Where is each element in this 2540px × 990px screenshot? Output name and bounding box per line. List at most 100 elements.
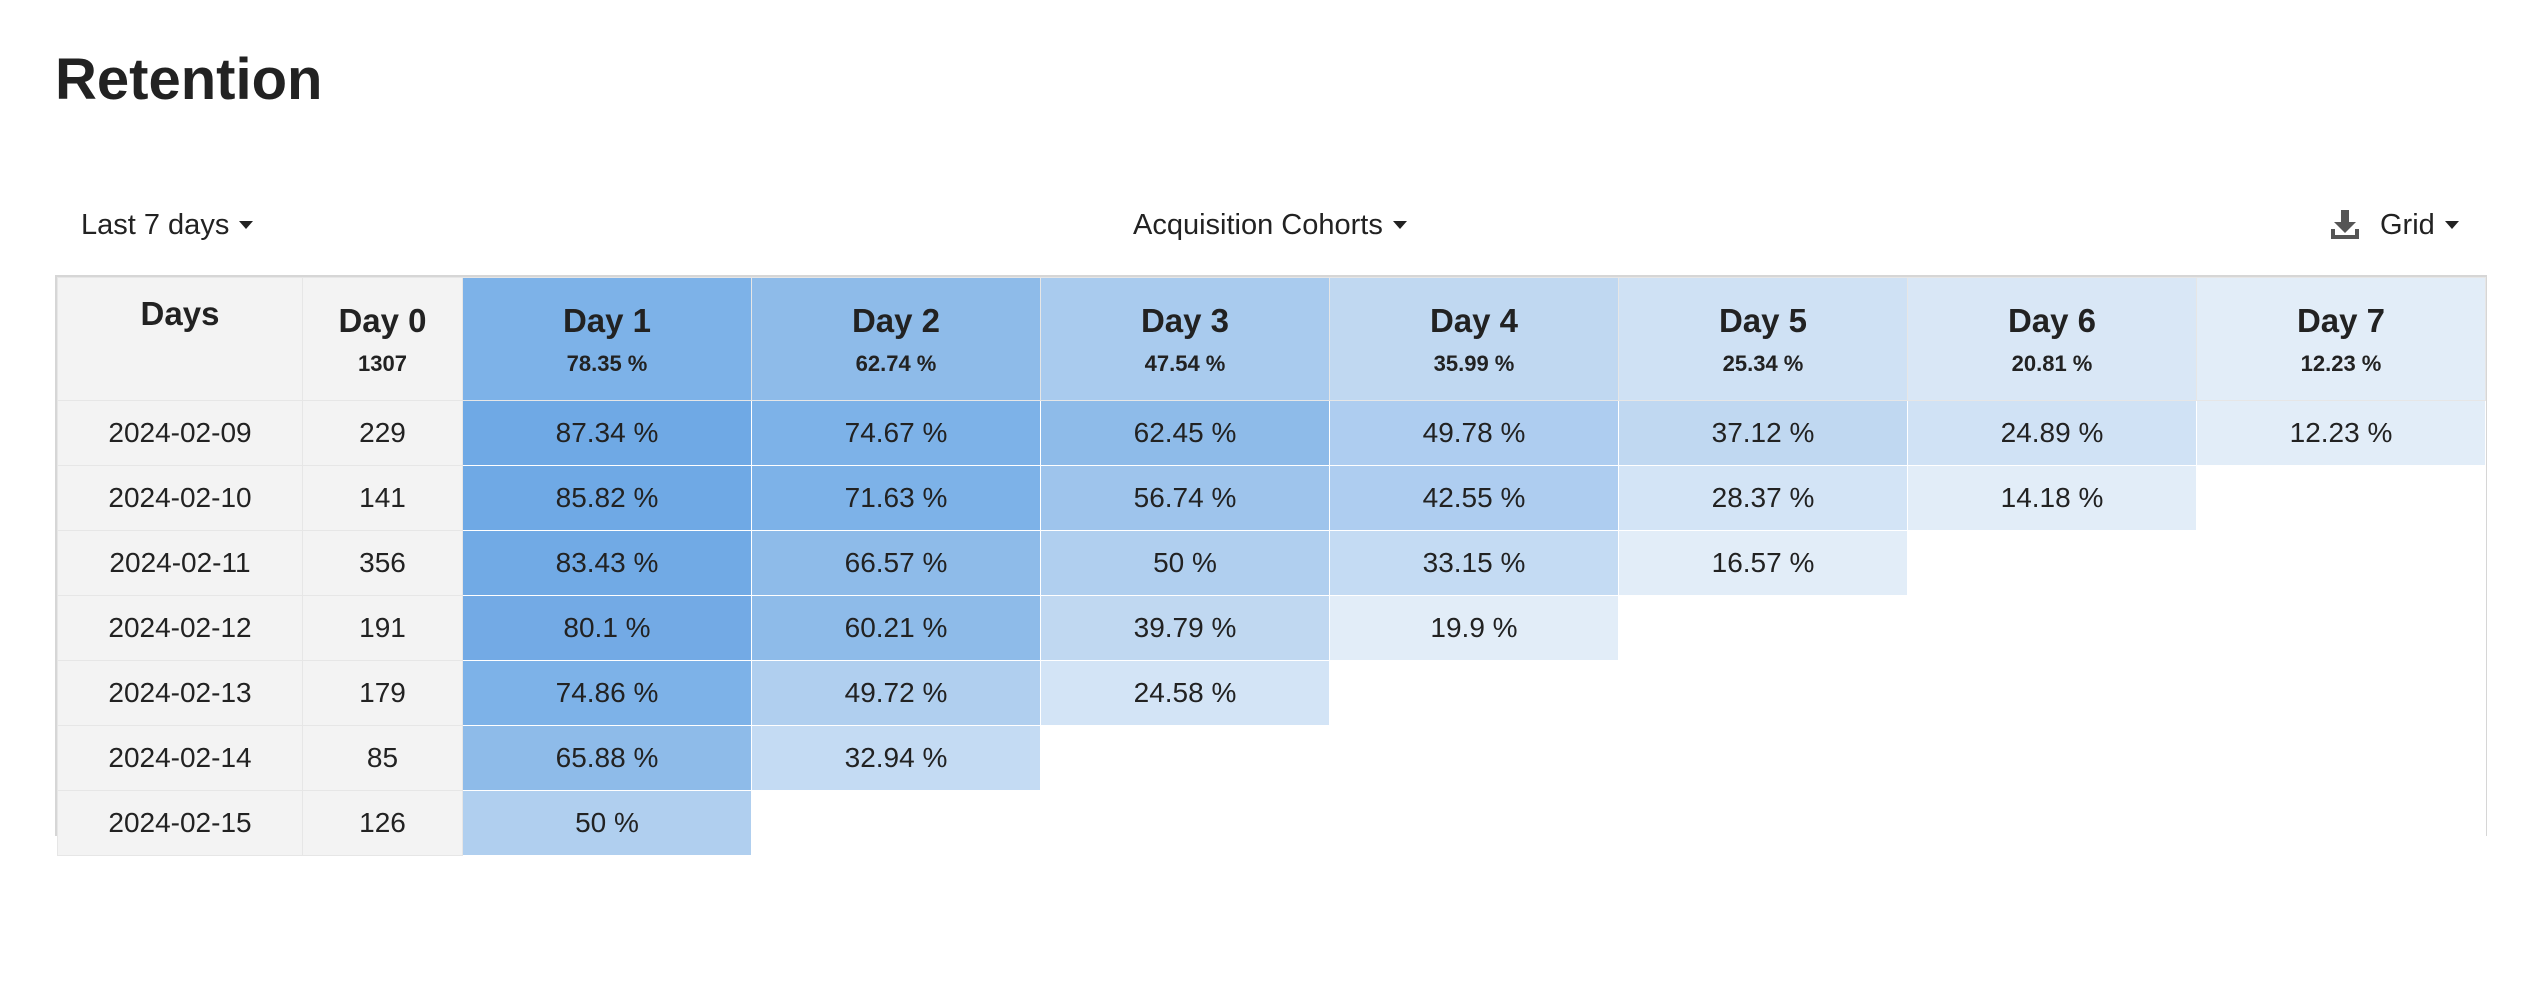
column-header-label: Day 2 [851,302,941,339]
table-row: 2024-02-11 356 83.43 % 66.57 % 50 % 33.15 % 16… [57,530,2486,596]
retention-cell: 14.18 % [1907,465,2197,531]
empty-cell [1907,660,2197,726]
retention-cell: 33.15 % [1329,530,1619,596]
page-title: Retention [55,47,323,112]
table-body: 2024-02-09 229 87.34 % 74.67 % 62.45 % 49.78 … [57,400,2486,856]
cohort-size-cell: 229 [302,400,463,466]
download-button[interactable] [2325,205,2365,245]
retention-cell: 24.89 % [1907,400,2197,466]
empty-cell [2196,530,2486,596]
retention-cell: 83.43 % [462,530,752,596]
retention-cell: 74.86 % [462,660,752,726]
retention-table-container: Days Day 0 1307 Day 1 78.35 % Day 2 62.74 % Day… [55,275,2487,856]
cohort-size-cell: 191 [302,595,463,661]
empty-cell [1329,790,1619,856]
retention-cell: 85.82 % [462,465,752,531]
empty-cell [1618,725,1908,791]
cohort-size-cell: 85 [302,725,463,791]
column-header-summary: 78.35 % [566,351,648,376]
retention-cell: 56.74 % [1040,465,1330,531]
empty-cell [2196,660,2486,726]
column-header-label: Day 7 [2296,302,2386,339]
column-header-summary: 35.99 % [1433,351,1515,376]
retention-cell: 42.55 % [1329,465,1619,531]
caret-down-icon [239,221,254,229]
cohort-size-cell: 356 [302,530,463,596]
table-row: 2024-02-09 229 87.34 % 74.67 % 62.45 % 49.78 … [57,400,2486,466]
column-header-day-6: Day 6 20.81 % [1907,277,2197,401]
retention-cell: 50 % [462,790,752,856]
retention-table: Days Day 0 1307 Day 1 78.35 % Day 2 62.74 % Day… [57,277,2486,856]
empty-cell [1618,660,1908,726]
empty-cell [1907,530,2197,596]
column-header-label: Day 4 [1429,302,1519,339]
table-row: 2024-02-13 179 74.86 % 49.72 % 24.58 % [57,660,2486,726]
column-header-day-3: Day 3 47.54 % [1040,277,1330,401]
download-icon [2331,210,2359,239]
retention-cell: 87.34 % [462,400,752,466]
retention-cell: 50 % [1040,530,1330,596]
column-header-label: Day 5 [1718,302,1808,339]
cohort-date-cell: 2024-02-13 [57,660,303,726]
retention-cell: 24.58 % [1040,660,1330,726]
empty-cell [751,790,1041,856]
toolbar: Last 7 days Acquisition Cohorts Grid [55,200,2488,250]
empty-cell [1618,595,1908,661]
retention-cell: 74.67 % [751,400,1041,466]
retention-cell: 19.9 % [1329,595,1619,661]
retention-cell: 65.88 % [462,725,752,791]
column-header-days: Days [57,277,303,401]
empty-cell [1040,790,1330,856]
column-header-label: Day 6 [2007,302,2097,339]
retention-cell: 62.45 % [1040,400,1330,466]
view-label: Grid [2380,208,2435,241]
column-header-label: Day 1 [562,302,652,339]
empty-cell [1040,725,1330,791]
retention-cell: 49.78 % [1329,400,1619,466]
retention-cell: 39.79 % [1040,595,1330,661]
empty-cell [2196,465,2486,531]
retention-cell: 66.57 % [751,530,1041,596]
view-dropdown[interactable]: Grid [2380,200,2459,250]
empty-cell [1907,790,2197,856]
cohort-date-cell: 2024-02-09 [57,400,303,466]
retention-cell: 12.23 % [2196,400,2486,466]
cohort-size-cell: 141 [302,465,463,531]
column-header-summary: 20.81 % [2011,351,2093,376]
column-header-summary: 47.54 % [1144,351,1226,376]
empty-cell [1907,725,2197,791]
column-header-label: Day 0 [338,302,427,339]
column-header-day-7: Day 7 12.23 % [2196,277,2486,401]
retention-cell: 80.1 % [462,595,752,661]
column-header-summary: 12.23 % [2300,351,2382,376]
cohort-type-label: Acquisition Cohorts [1133,208,1383,241]
cohort-size-cell: 126 [302,790,463,856]
column-header-summary: 25.34 % [1722,351,1804,376]
column-header-day-1: Day 1 78.35 % [462,277,752,401]
cohort-date-cell: 2024-02-15 [57,790,303,856]
column-header-day-4: Day 4 35.99 % [1329,277,1619,401]
column-header-day-0: Day 0 1307 [302,277,463,401]
empty-cell [1329,660,1619,726]
caret-down-icon [2444,221,2459,229]
column-header-day-2: Day 2 62.74 % [751,277,1041,401]
cohort-type-dropdown[interactable]: Acquisition Cohorts [1133,200,1407,250]
column-header-label: Days [140,295,220,332]
cohort-date-cell: 2024-02-11 [57,530,303,596]
retention-cell: 60.21 % [751,595,1041,661]
date-range-dropdown[interactable]: Last 7 days [81,200,254,250]
date-range-label: Last 7 days [81,208,230,241]
empty-cell [1907,595,2197,661]
column-header-label: Day 3 [1140,302,1230,339]
retention-cell: 49.72 % [751,660,1041,726]
column-header-day-5: Day 5 25.34 % [1618,277,1908,401]
table-row: 2024-02-15 126 50 % [57,790,2486,856]
column-header-summary: 62.74 % [855,351,937,376]
retention-cell: 16.57 % [1618,530,1908,596]
caret-down-icon [1392,221,1407,229]
empty-cell [1329,725,1619,791]
empty-cell [1618,790,1908,856]
retention-cell: 28.37 % [1618,465,1908,531]
cohort-date-cell: 2024-02-14 [57,725,303,791]
retention-cell: 37.12 % [1618,400,1908,466]
